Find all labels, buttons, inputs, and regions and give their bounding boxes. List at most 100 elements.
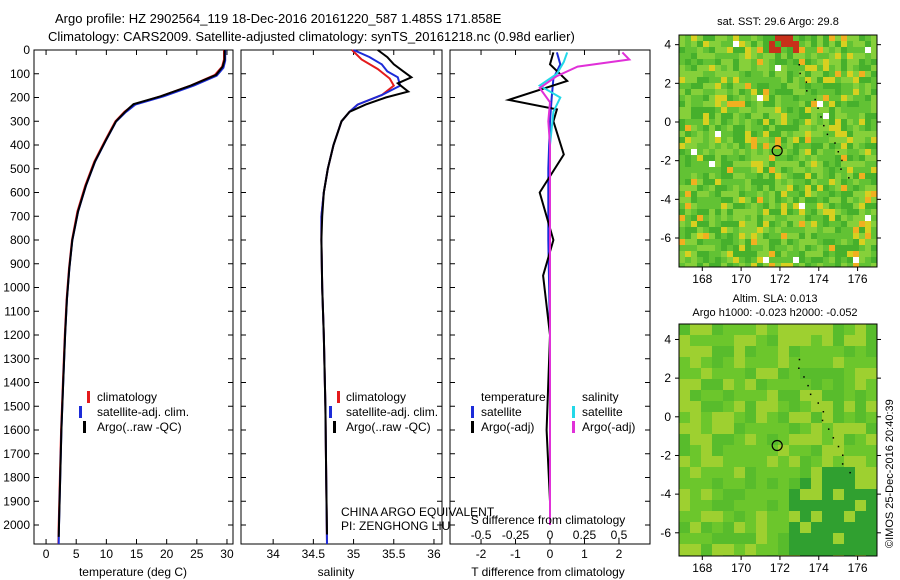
map-cell (734, 379, 746, 391)
map-cell (853, 101, 860, 108)
map-cell (690, 346, 702, 358)
map-cell (715, 149, 722, 156)
map-cell (685, 77, 692, 84)
map-cell (793, 185, 800, 192)
argo-position-marker (771, 439, 783, 452)
map-cell (751, 173, 758, 180)
map-cell (769, 221, 776, 228)
map-cell (793, 107, 800, 114)
map-cell (847, 185, 854, 192)
map-cell (844, 533, 856, 545)
map-cell (835, 173, 842, 180)
map-cell (691, 209, 698, 216)
legend-label-s-argo: Argo(-adj) (582, 420, 635, 434)
map-cell (745, 35, 752, 42)
island-mark (834, 142, 836, 144)
map-cell (823, 245, 830, 252)
map-cell (793, 131, 800, 138)
map-cell (775, 167, 782, 174)
x-tick-label: 1 (581, 547, 588, 561)
map-cell (835, 161, 842, 168)
map-cell (745, 357, 757, 369)
map-cell (709, 167, 716, 174)
map-cell (829, 113, 836, 120)
map-cell (811, 215, 818, 222)
map-cell (778, 467, 790, 479)
map-cell (781, 95, 788, 102)
map-cell (712, 390, 724, 402)
map-cell (811, 221, 818, 228)
x-tick-label: 35 (347, 547, 361, 561)
map-cell (697, 95, 704, 102)
map-cell (865, 173, 872, 180)
map-cell (799, 185, 806, 192)
map-cell (859, 239, 866, 246)
map-cell (793, 149, 800, 156)
map-cell (763, 263, 770, 270)
map-cell (703, 137, 710, 144)
map-cell (733, 233, 740, 240)
map-cell (793, 209, 800, 216)
map-cell (805, 221, 812, 228)
map-cell (712, 478, 724, 490)
map-cell (709, 197, 716, 204)
map-cell (844, 500, 856, 512)
map-cell (745, 489, 757, 501)
map-cell (841, 263, 848, 270)
map-cell (679, 173, 686, 180)
map-cell (763, 65, 770, 72)
map-cell (835, 185, 842, 192)
map-cell (739, 47, 746, 54)
map-cell (823, 155, 830, 162)
map-y-tick-label: 4 (664, 332, 671, 346)
map-cell (800, 456, 812, 468)
map-cell (817, 131, 824, 138)
map-cell (712, 522, 724, 534)
map-cell (691, 155, 698, 162)
map-cell (787, 35, 794, 42)
map-cell (793, 155, 800, 162)
map-cell (757, 143, 764, 150)
map-cell (853, 161, 860, 168)
map-cell (763, 149, 770, 156)
map-cell (691, 71, 698, 78)
map-cell (733, 89, 740, 96)
map-cell (763, 257, 770, 264)
map-cell (833, 511, 845, 523)
map-cell (805, 95, 812, 102)
map-clip (877, 322, 890, 562)
map-cell (811, 197, 818, 204)
map-cell (715, 41, 722, 48)
map-cell (691, 95, 698, 102)
map-cell (721, 71, 728, 78)
map-cell (679, 390, 691, 402)
map-cell (799, 47, 806, 54)
map-cell (871, 167, 878, 174)
island-mark (832, 437, 835, 439)
map-cell (853, 203, 860, 210)
map-cell (866, 489, 878, 501)
map-cell (767, 478, 779, 490)
sla-map-panel: Altim. SLA: 0.013 Argo h1000: -0.023 h20… (660, 293, 890, 575)
map-cell (865, 149, 872, 156)
map-cell (703, 191, 710, 198)
map-cell (800, 357, 812, 369)
map-cell (793, 227, 800, 234)
map-cell (685, 41, 692, 48)
map-cell (793, 83, 800, 90)
map-cell (756, 412, 768, 424)
map-cell (685, 131, 692, 138)
map-cell (865, 263, 872, 270)
map-cell (733, 35, 740, 42)
map-cell (709, 257, 716, 264)
map-cell (685, 227, 692, 234)
map-cell (823, 257, 830, 264)
x-tick-label: 30 (220, 547, 234, 561)
map-cell (866, 522, 878, 534)
map-cell (793, 101, 800, 108)
map-cell (691, 161, 698, 168)
map-cell (715, 137, 722, 144)
map-cell (733, 113, 740, 120)
map-cell (778, 500, 790, 512)
map-cell (811, 511, 823, 523)
